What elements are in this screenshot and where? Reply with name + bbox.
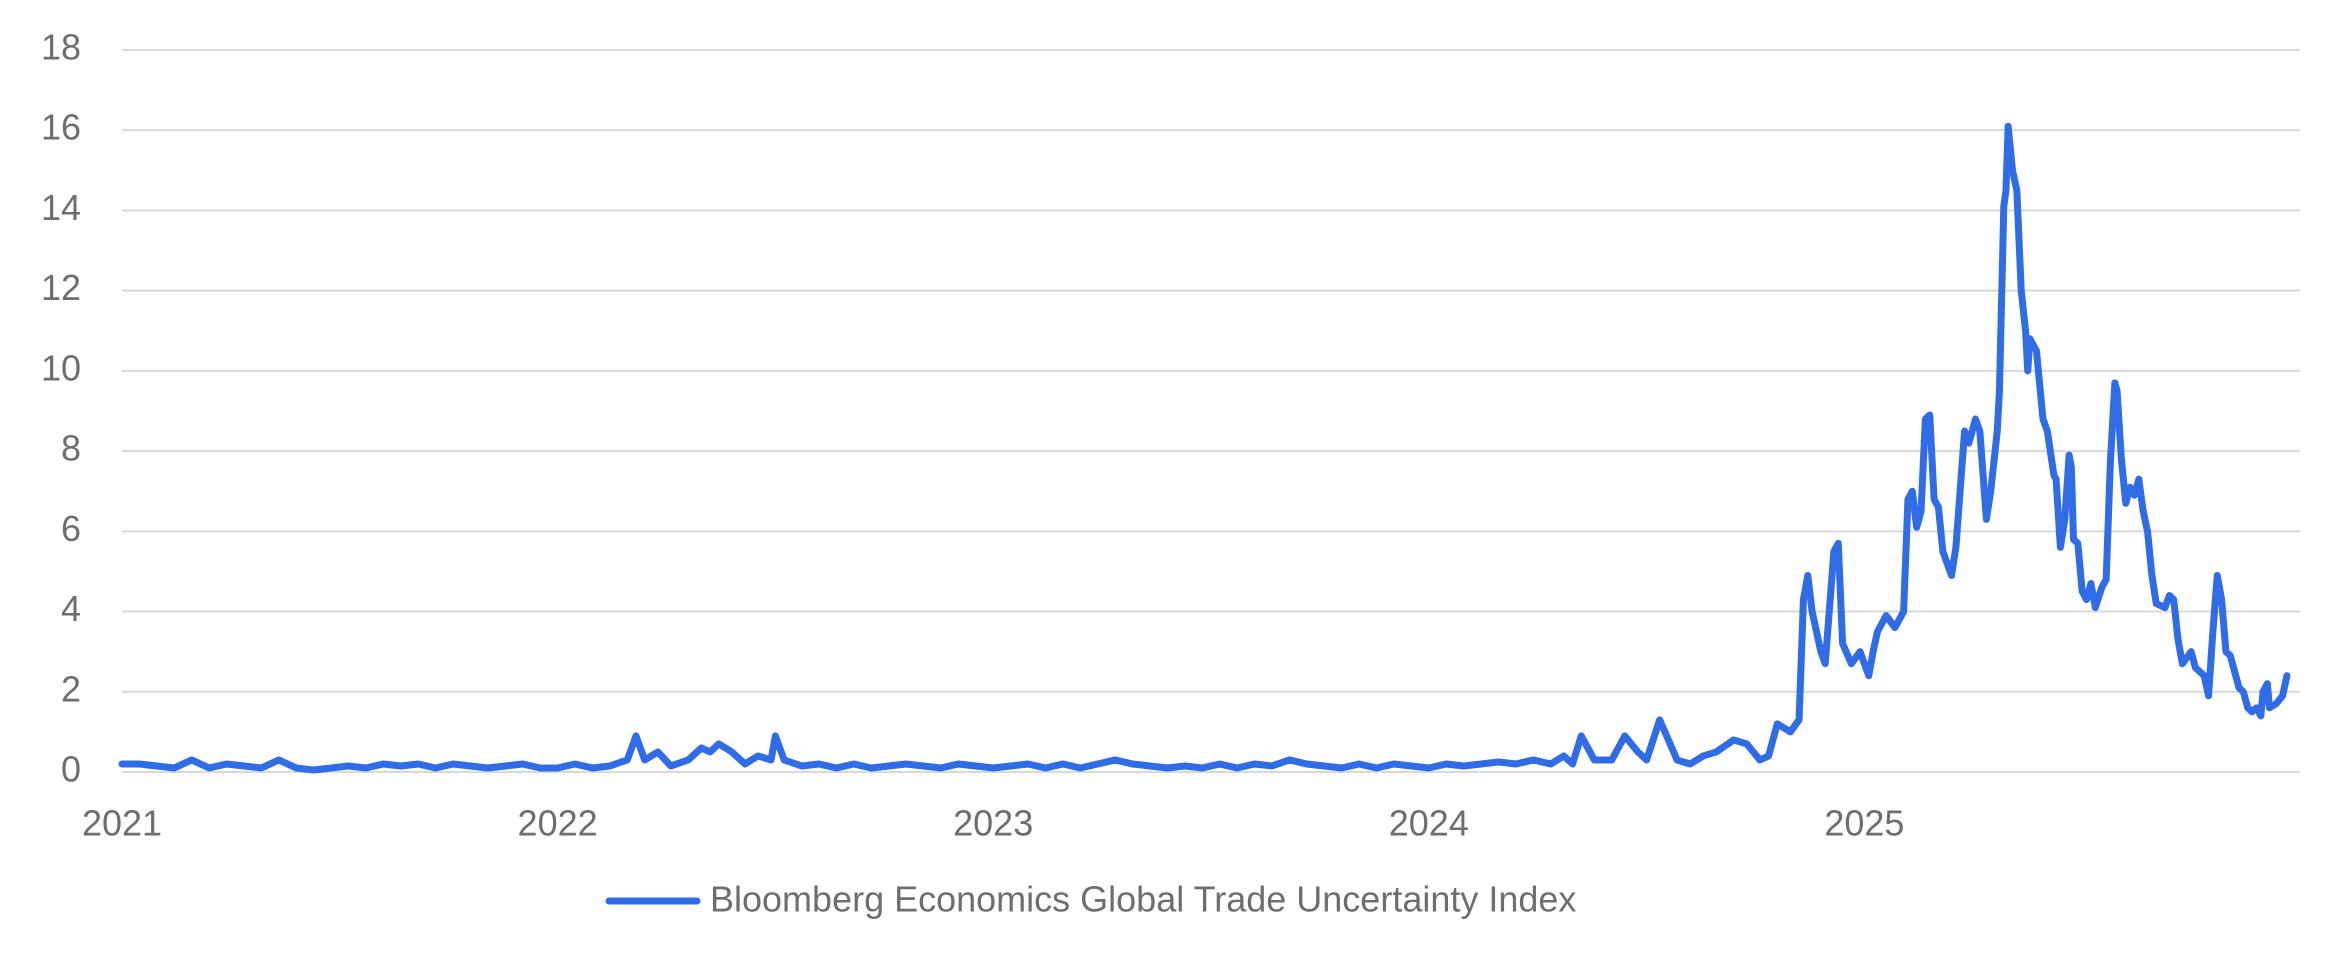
data-line (118, 122, 2291, 774)
y-tick-label: 8 (61, 428, 81, 469)
x-tick-label: 2023 (953, 803, 1033, 844)
y-tick-label: 4 (61, 588, 81, 629)
x-tick-label: 2024 (1389, 803, 1469, 844)
x-tick-label: 2021 (82, 803, 162, 844)
y-tick-label: 6 (61, 508, 81, 549)
legend-label: Bloomberg Economics Global Trade Uncerta… (710, 879, 1576, 920)
y-tick-label: 0 (61, 749, 81, 790)
y-tick-label: 16 (41, 107, 81, 148)
x-tick-label: 2025 (1824, 803, 1904, 844)
y-tick-label: 10 (41, 347, 81, 388)
y-tick-label: 2 (61, 668, 81, 709)
y-tick-label: 14 (41, 187, 81, 228)
x-tick-label: 2022 (518, 803, 598, 844)
y-tick-label: 18 (41, 27, 81, 68)
y-tick-label: 12 (41, 267, 81, 308)
